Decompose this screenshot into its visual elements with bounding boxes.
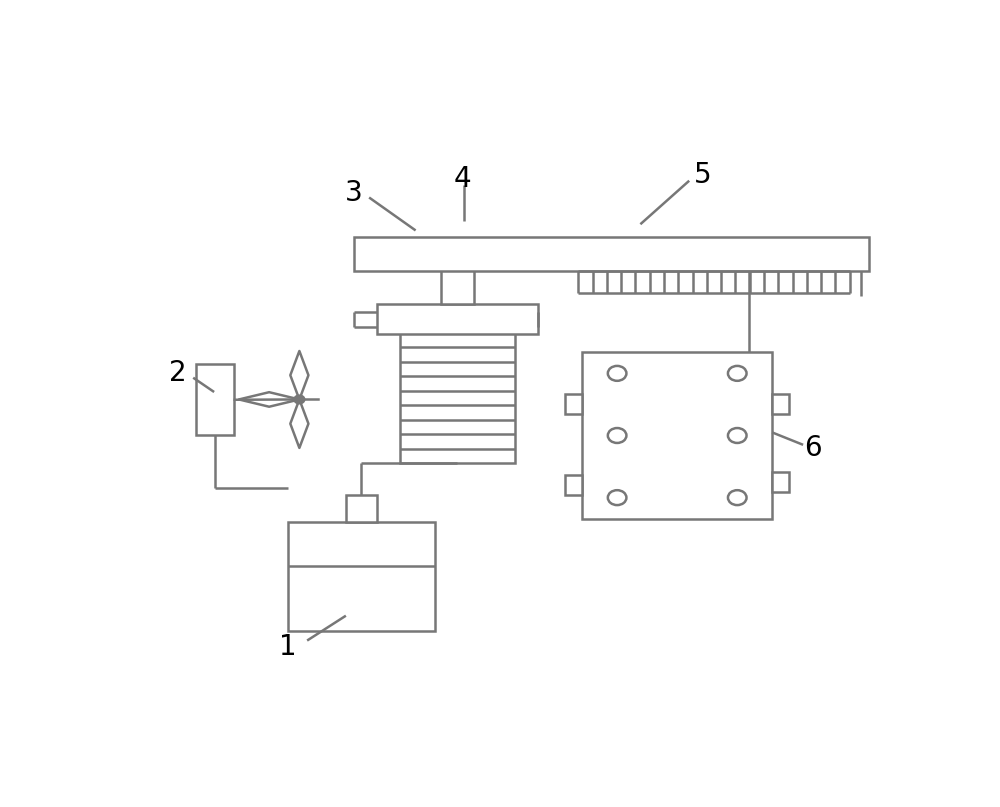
Bar bbox=[582, 352, 772, 520]
Bar bbox=[354, 236, 869, 271]
Bar bbox=[772, 395, 789, 414]
Bar bbox=[565, 395, 582, 414]
Bar bbox=[288, 522, 435, 631]
Bar bbox=[400, 333, 515, 463]
Text: 6: 6 bbox=[804, 434, 822, 462]
Circle shape bbox=[294, 395, 305, 404]
Text: 5: 5 bbox=[694, 161, 711, 189]
Bar bbox=[346, 495, 377, 522]
Bar bbox=[441, 270, 474, 304]
Text: 3: 3 bbox=[345, 179, 362, 207]
Text: 2: 2 bbox=[169, 359, 187, 387]
Bar bbox=[196, 364, 234, 436]
Bar bbox=[772, 472, 789, 492]
Bar bbox=[565, 475, 582, 495]
Text: 4: 4 bbox=[453, 165, 471, 193]
Bar bbox=[377, 304, 538, 334]
Text: 1: 1 bbox=[279, 633, 297, 661]
